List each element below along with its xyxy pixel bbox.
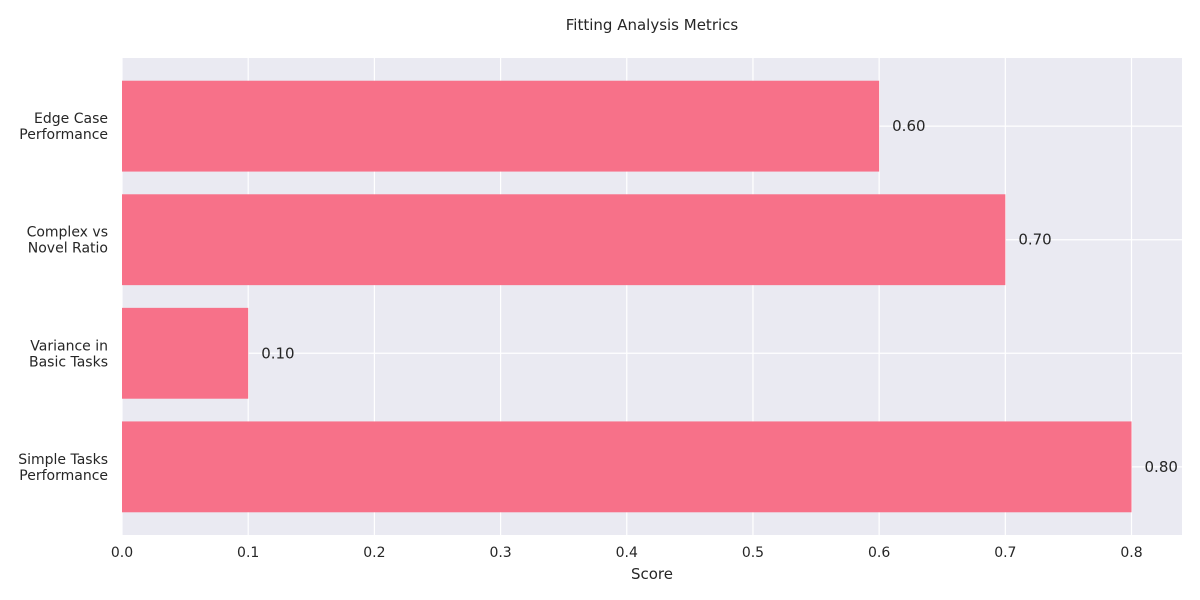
value-labels: 0.80 0.10 0.70 0.60 [261, 117, 1178, 476]
bar [122, 421, 1132, 513]
x-tick-label: 0.0 [111, 545, 133, 561]
bar-value-label: 0.80 [1145, 458, 1178, 476]
x-axis-label: Score [631, 565, 673, 583]
x-tick-label: 0.4 [616, 545, 638, 561]
y-category-label: Complex vs Novel Ratio [27, 225, 108, 257]
bars [122, 80, 1132, 513]
x-axis-ticks: 0.0 0.1 0.2 0.3 0.4 0.5 0.6 0.7 0.8 [111, 545, 1143, 561]
x-tick-label: 0.8 [1120, 545, 1142, 561]
x-tick-label: 0.6 [868, 545, 890, 561]
y-category-label-line: Performance [19, 127, 108, 143]
bar [122, 194, 1006, 286]
chart-title: Fitting Analysis Metrics [566, 16, 739, 34]
x-tick-label: 0.3 [489, 545, 511, 561]
x-tick-label: 0.7 [994, 545, 1016, 561]
x-tick-label: 0.1 [237, 545, 259, 561]
bar-value-label: 0.70 [1018, 231, 1051, 249]
y-category-label-line: Novel Ratio [28, 241, 108, 257]
bar [122, 80, 880, 172]
y-category-label-line: Variance in [30, 338, 108, 354]
y-category-label-line: Edge Case [34, 111, 108, 127]
y-category-label-line: Performance [19, 468, 108, 484]
y-category-label: Simple Tasks Performance [18, 452, 108, 484]
x-tick-label: 0.5 [742, 545, 764, 561]
bar-value-label: 0.60 [892, 117, 925, 135]
y-category-label: Variance in Basic Tasks [29, 338, 108, 370]
y-category-label-line: Simple Tasks [18, 452, 108, 468]
y-category-label-line: Basic Tasks [29, 354, 108, 370]
bar [122, 307, 249, 399]
y-category-label: Edge Case Performance [19, 111, 108, 143]
y-category-label-line: Complex vs [27, 225, 108, 241]
x-tick-label: 0.2 [363, 545, 385, 561]
bar-value-label: 0.10 [261, 344, 294, 362]
